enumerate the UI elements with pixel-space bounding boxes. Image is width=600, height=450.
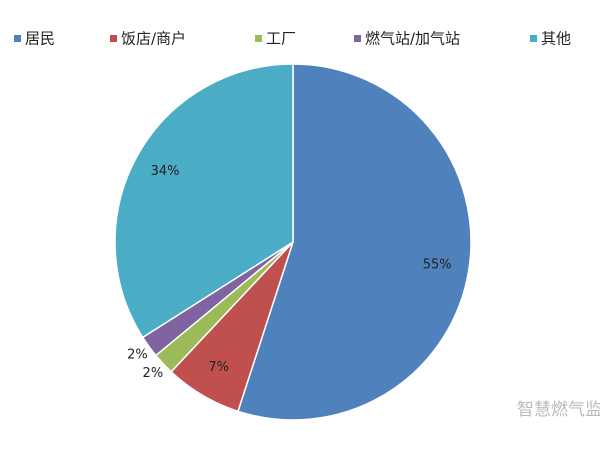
- legend-marker: [110, 35, 117, 42]
- legend-label: 饭店/商户: [121, 30, 186, 48]
- watermark: 智慧燃气监: [517, 400, 600, 420]
- legend-marker: [354, 35, 361, 42]
- data-label: 2%: [127, 347, 148, 362]
- legend-marker: [255, 35, 262, 42]
- legend-label: 居民: [25, 30, 55, 48]
- pie-slice: [237, 63, 472, 421]
- legend-label: 工厂: [266, 30, 296, 48]
- data-label: 2%: [143, 366, 164, 381]
- pie-slice: [114, 63, 294, 339]
- legend-marker: [530, 35, 537, 42]
- data-label: 7%: [208, 360, 229, 375]
- data-label: 34%: [151, 164, 180, 179]
- legend-marker: [14, 35, 21, 42]
- legend-label: 其他: [541, 30, 571, 48]
- data-label: 55%: [423, 257, 452, 272]
- legend-label: 燃气站/加气站: [365, 30, 460, 48]
